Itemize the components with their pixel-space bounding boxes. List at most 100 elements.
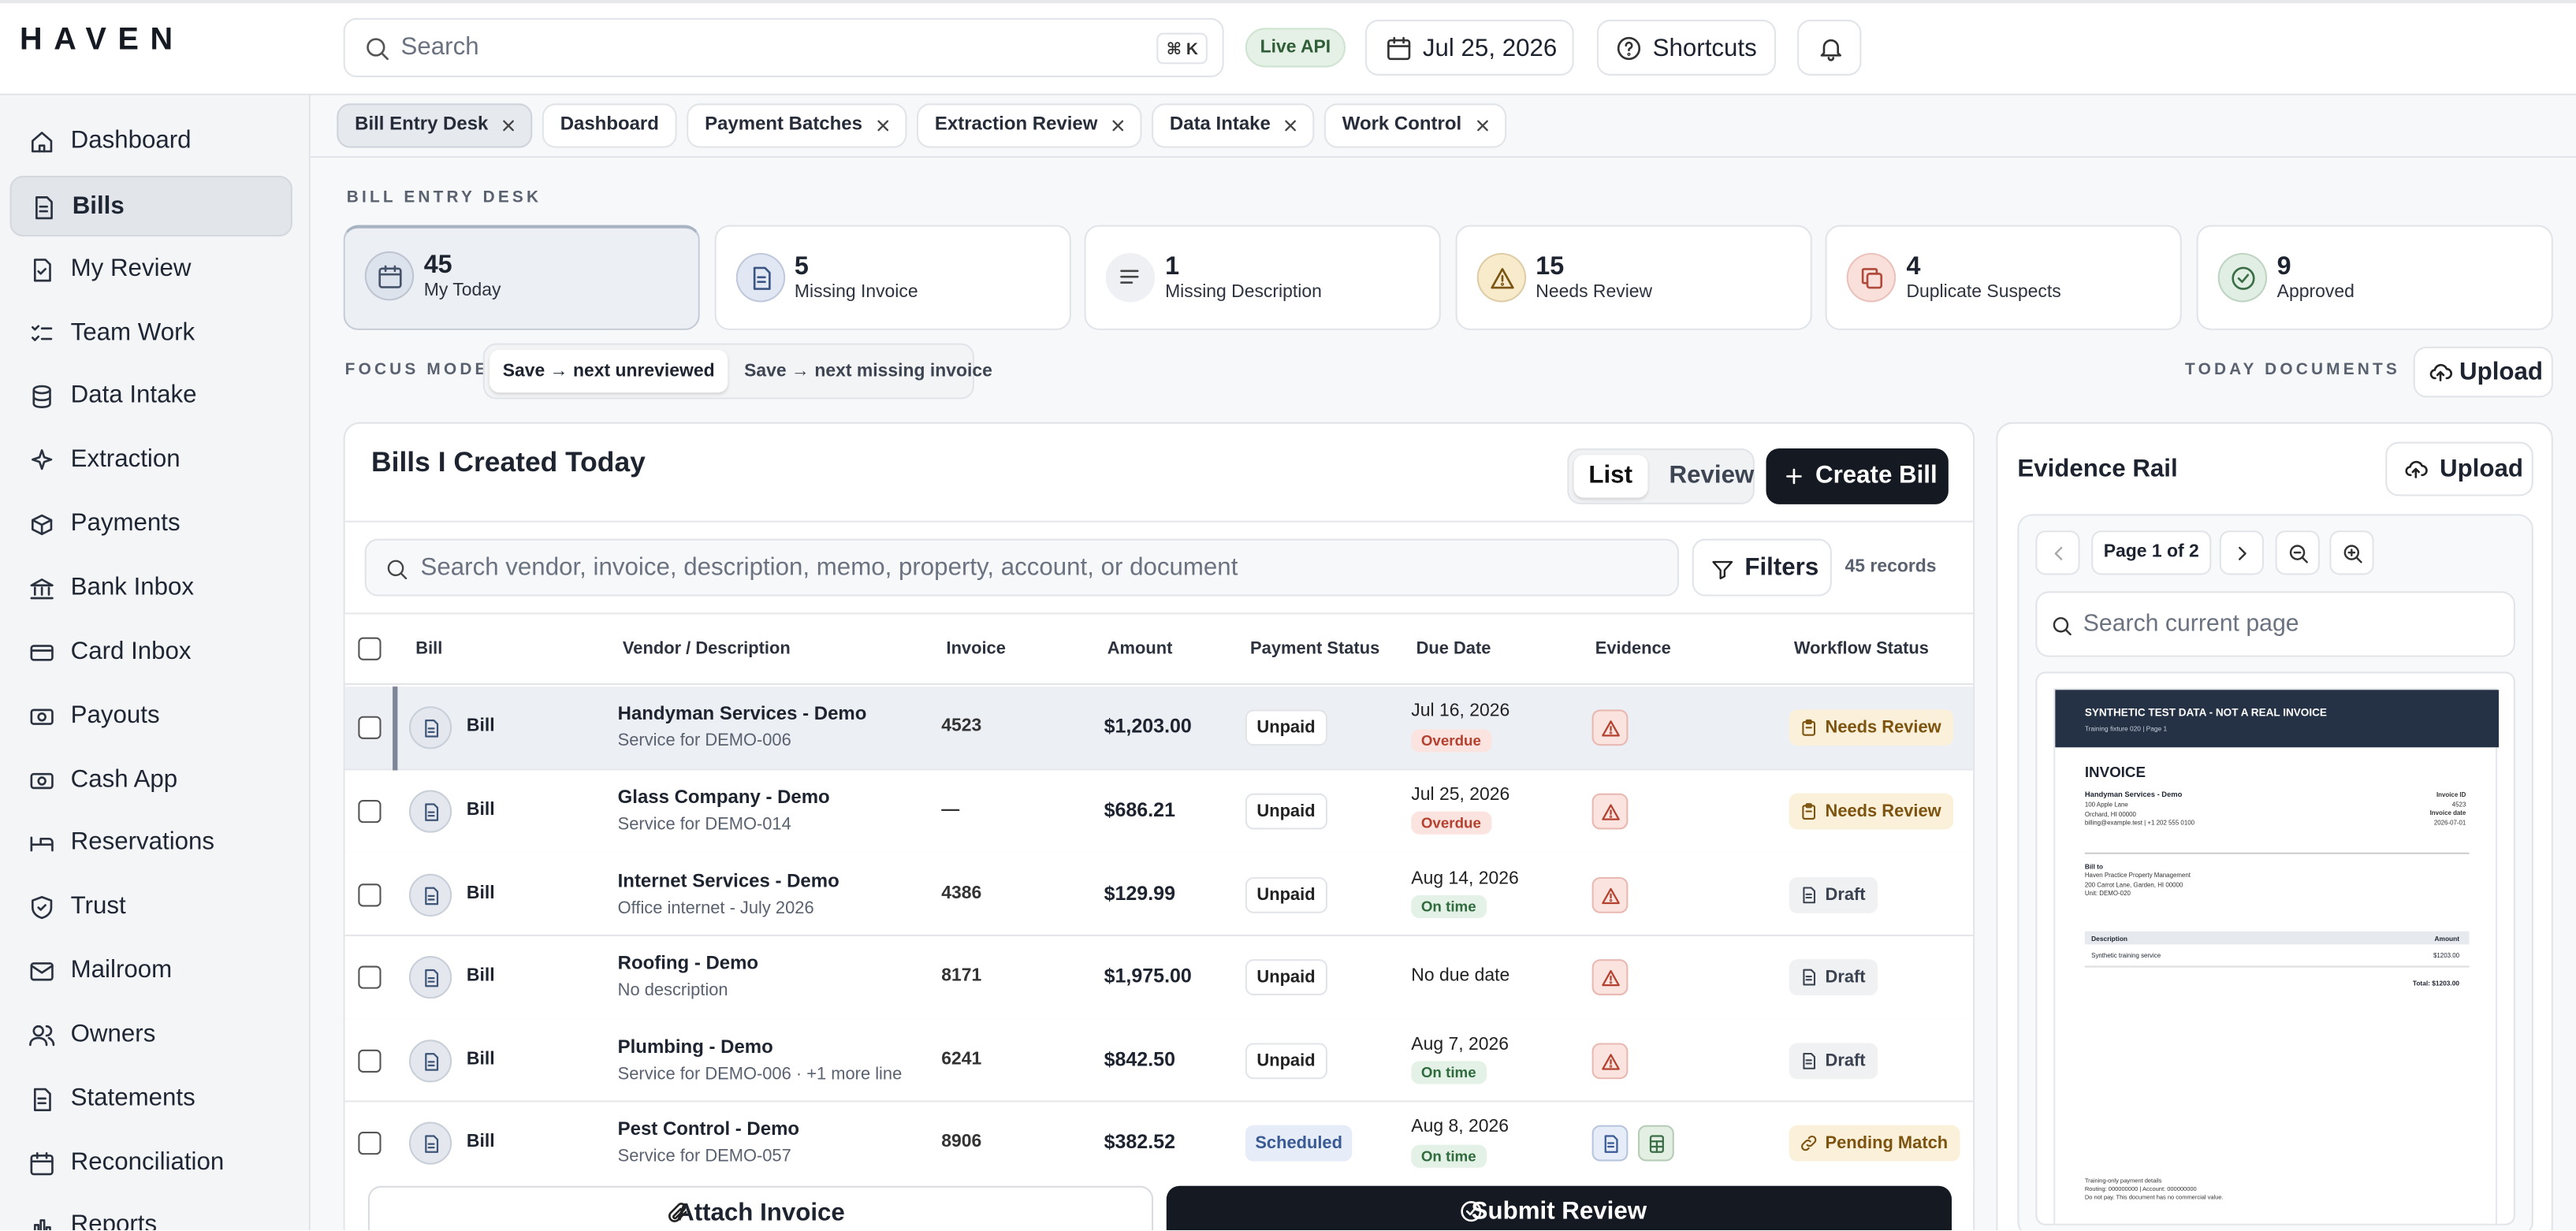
nav-label: Dashboard <box>70 126 192 154</box>
stat-value: 5 <box>794 252 809 281</box>
viewer-button[interactable] <box>2219 530 2265 575</box>
nav-item[interactable]: Dashboard <box>10 112 292 173</box>
nav-item[interactable]: Extraction <box>10 431 292 492</box>
table-row[interactable] <box>344 853 1974 937</box>
nav-item[interactable]: Payments <box>10 495 292 556</box>
date-picker[interactable]: Jul 25, 2026 <box>1364 20 1574 76</box>
evidence-icon[interactable] <box>1591 876 1629 913</box>
tab[interactable]: Payment Batches <box>687 103 907 148</box>
checkbox[interactable] <box>358 883 382 906</box>
checkbox[interactable] <box>358 637 382 660</box>
workflow-status: Draft <box>1789 959 1878 996</box>
nav-item[interactable]: Reports <box>10 1196 292 1231</box>
viewer-button[interactable] <box>2035 530 2080 575</box>
focus-option[interactable]: Save → next unreviewed <box>490 349 728 393</box>
nav-item[interactable]: Bank Inbox <box>10 558 292 619</box>
view-option[interactable]: Review <box>1669 461 1755 490</box>
bills-search-placeholder: Search vendor, invoice, description, mem… <box>420 553 1238 582</box>
create-bill-button[interactable]: Create Bill <box>1766 448 1949 504</box>
attach-invoice-button[interactable]: Attach Invoice <box>367 1185 1154 1231</box>
evidence-icon[interactable] <box>1637 1125 1674 1162</box>
icon <box>1602 970 1620 987</box>
stat-card[interactable]: 9 Approved <box>2196 225 2553 330</box>
checkbox[interactable] <box>358 799 382 823</box>
tab[interactable]: Work Control <box>1323 103 1506 148</box>
tab-close[interactable] <box>500 117 518 135</box>
tab[interactable]: Data Intake <box>1152 103 1316 148</box>
icon-part <box>32 449 53 470</box>
tab[interactable]: Extraction Review <box>916 103 1142 148</box>
icon <box>425 1052 439 1071</box>
submit-review-button[interactable]: Submit Review <box>1166 1185 1952 1231</box>
icon <box>2053 546 2062 560</box>
nav-item[interactable]: Trust <box>10 877 292 938</box>
focus-option[interactable]: Save → next missing invoice <box>744 361 992 381</box>
filters-button[interactable]: Filters <box>1692 538 1832 597</box>
global-search[interactable]: Search ⌘ K <box>343 17 1224 77</box>
tab-close[interactable] <box>874 117 892 135</box>
evidence-icon[interactable] <box>1591 709 1629 746</box>
icon-part <box>2429 363 2453 380</box>
icon <box>378 265 402 288</box>
tab-close[interactable] <box>1282 117 1300 135</box>
nav-item[interactable]: Bills <box>9 175 292 236</box>
due-date: Aug 7, 2026 <box>1411 1034 1509 1054</box>
nav-item[interactable]: Reservations <box>10 813 292 874</box>
due-status: On time <box>1411 1144 1487 1168</box>
icon <box>1820 39 1841 61</box>
evidence-icon[interactable] <box>1591 1125 1629 1162</box>
icon-part <box>1609 981 1613 984</box>
invoice-meta: Invoice ID <box>2436 791 2466 798</box>
evidence-icon[interactable] <box>1591 793 1629 830</box>
icon-part <box>32 396 51 402</box>
nav-item[interactable]: Card Inbox <box>10 622 292 682</box>
stat-card[interactable]: 5 Missing Invoice <box>713 225 1071 330</box>
viewer-button[interactable]: Page 1 of 2 <box>2091 530 2212 575</box>
viewer-button[interactable] <box>2275 530 2320 575</box>
shortcuts-button[interactable]: Shortcuts <box>1596 20 1776 76</box>
nav-item[interactable]: Cash App <box>10 749 292 810</box>
evidence-icon[interactable] <box>1591 959 1629 996</box>
table-row[interactable] <box>344 935 1974 1020</box>
row-icon <box>408 1122 452 1166</box>
nav-item[interactable]: Statements <box>10 1069 292 1129</box>
tab[interactable]: Dashboard <box>542 103 677 148</box>
page-search[interactable]: Search current page <box>2035 591 2515 657</box>
table-row[interactable] <box>344 769 1974 854</box>
nav-item[interactable]: Owners <box>10 1005 292 1066</box>
bill-type: Bill <box>466 965 495 986</box>
viewer-button[interactable] <box>2329 530 2374 575</box>
table-row[interactable] <box>344 1019 1974 1103</box>
view-option[interactable]: List <box>1573 455 1647 498</box>
stat-card[interactable]: 15 Needs Review <box>1455 225 1812 330</box>
icon <box>425 1135 439 1154</box>
nav-item[interactable]: Mailroom <box>10 941 292 1002</box>
checkbox[interactable] <box>358 1049 382 1073</box>
tab-close[interactable] <box>1473 117 1491 135</box>
tab-close[interactable] <box>1109 117 1127 135</box>
stat-card[interactable]: 45 My Today <box>343 225 700 330</box>
nav-label: Payments <box>70 509 181 537</box>
nav-item[interactable]: My Review <box>10 240 292 300</box>
upload-button[interactable]: Upload <box>2385 441 2533 496</box>
nav-item[interactable]: Reconciliation <box>10 1132 292 1193</box>
checkbox[interactable] <box>358 1132 382 1155</box>
stat-card[interactable]: 4 Duplicate Suspects <box>1826 225 2183 330</box>
stat-card[interactable]: 1 Missing Description <box>1084 225 1442 330</box>
nav-item[interactable]: Data Intake <box>10 367 292 428</box>
icon-part <box>400 572 408 580</box>
bills-search[interactable]: Search vendor, invoice, description, mem… <box>364 538 1680 597</box>
nav-item[interactable]: Payouts <box>10 686 292 746</box>
checkbox[interactable] <box>358 716 382 740</box>
rule <box>2084 965 2470 967</box>
evidence-icon[interactable] <box>1591 1042 1629 1079</box>
icon-part <box>877 120 888 132</box>
table-row[interactable] <box>344 686 1974 771</box>
icon <box>1387 36 1411 61</box>
icon <box>1862 268 1883 289</box>
notifications-button[interactable] <box>1797 20 1862 76</box>
nav-item[interactable]: Team Work <box>10 303 292 364</box>
tab[interactable]: Bill Entry Desk <box>337 103 533 148</box>
checkbox[interactable] <box>358 965 382 989</box>
upload-button[interactable]: Upload <box>2413 346 2553 398</box>
